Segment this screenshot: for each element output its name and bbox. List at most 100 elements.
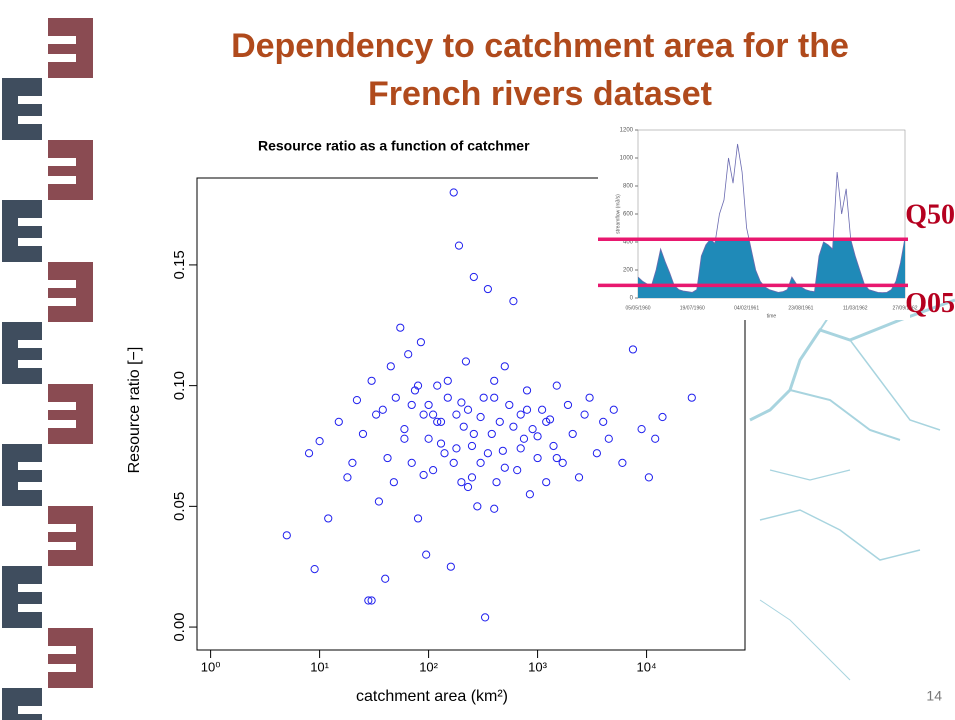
point xyxy=(490,393,499,402)
point xyxy=(416,338,426,347)
point xyxy=(469,272,478,282)
point xyxy=(599,417,608,426)
point xyxy=(516,410,525,419)
point xyxy=(563,400,573,410)
strip-gap xyxy=(48,420,76,428)
point xyxy=(457,478,466,487)
inset-y-tick-label: 1200 xyxy=(620,128,634,134)
strip-gap xyxy=(18,360,42,368)
strip-gap xyxy=(18,584,42,592)
strip-block xyxy=(2,200,42,262)
point xyxy=(552,453,561,463)
point xyxy=(374,497,384,506)
point xyxy=(400,434,409,443)
point xyxy=(424,434,433,443)
point xyxy=(433,381,442,390)
point xyxy=(367,596,376,605)
strip-gap xyxy=(18,706,42,714)
point xyxy=(509,422,518,431)
point xyxy=(443,376,452,385)
point xyxy=(389,478,398,487)
point xyxy=(367,376,376,385)
strip-gap xyxy=(48,524,76,532)
point xyxy=(452,410,461,419)
river xyxy=(789,389,901,441)
x-tick-label: 10¹ xyxy=(310,659,329,674)
inset-x-tick-label: 05/05/1960 xyxy=(625,305,650,311)
point xyxy=(533,432,542,441)
inset-x-tick-label: 23/08/1961 xyxy=(788,305,813,311)
point xyxy=(505,400,514,410)
point xyxy=(304,449,314,458)
point xyxy=(490,504,499,513)
river xyxy=(769,469,851,481)
strip-block xyxy=(2,444,42,506)
point xyxy=(495,417,504,426)
threshold-label: Q50 xyxy=(905,200,955,231)
inset-x-tick-label: 04/02/1961 xyxy=(734,305,759,311)
river xyxy=(749,298,955,422)
point xyxy=(419,470,428,480)
river xyxy=(849,339,941,431)
inset-chart: 0 200 400 600 800 1000 1200 05/05/1960 19/07/196… xyxy=(598,122,955,320)
strip-gap xyxy=(48,402,76,410)
point xyxy=(463,482,473,492)
inset-area xyxy=(638,239,905,298)
point xyxy=(481,613,490,622)
point xyxy=(509,297,518,306)
point xyxy=(687,393,696,402)
river-map xyxy=(749,284,955,681)
point xyxy=(386,362,395,371)
point xyxy=(449,458,458,467)
point xyxy=(381,574,390,583)
point xyxy=(282,531,291,540)
point xyxy=(400,424,409,434)
strip-gap xyxy=(48,176,76,184)
point xyxy=(492,478,501,487)
point xyxy=(473,502,482,511)
strip-block xyxy=(48,18,93,78)
point xyxy=(419,410,428,419)
point xyxy=(358,429,368,439)
point xyxy=(454,241,464,250)
point xyxy=(525,490,534,499)
decoration-strip xyxy=(2,18,93,720)
inset-y-tick-label: 1000 xyxy=(620,156,634,162)
point xyxy=(461,357,471,366)
point xyxy=(348,458,357,467)
x-tick-label: 10³ xyxy=(528,659,547,674)
point xyxy=(469,429,478,439)
point xyxy=(407,400,416,410)
point xyxy=(522,405,532,414)
point xyxy=(513,466,522,475)
strip-block xyxy=(48,384,93,444)
point xyxy=(429,466,438,475)
point xyxy=(500,362,509,371)
inset-x-tick-label: 27/09/1962 xyxy=(892,305,917,311)
point xyxy=(413,381,423,390)
point xyxy=(552,381,561,390)
y-axis-label: Resource ratio [−] xyxy=(126,347,143,474)
river xyxy=(759,599,851,681)
inset-y-tick-label: 800 xyxy=(623,184,634,190)
strip-block xyxy=(2,566,42,628)
point xyxy=(378,405,387,414)
point xyxy=(364,596,373,605)
point xyxy=(604,434,613,443)
river xyxy=(759,509,921,561)
point xyxy=(479,393,488,402)
point xyxy=(585,393,594,402)
point xyxy=(310,565,319,574)
x-tick-label: 10⁴ xyxy=(637,659,657,674)
strip-block xyxy=(48,140,93,200)
point xyxy=(436,417,446,426)
point xyxy=(334,417,343,426)
scatter-chart: Resource ratio as a function of catchmer… xyxy=(126,138,746,705)
point xyxy=(459,422,468,431)
strip-gap xyxy=(18,604,42,612)
point xyxy=(568,429,577,439)
strip-gap xyxy=(48,158,76,166)
point xyxy=(436,439,446,448)
strip-block xyxy=(48,262,93,322)
strip-block xyxy=(2,322,42,384)
